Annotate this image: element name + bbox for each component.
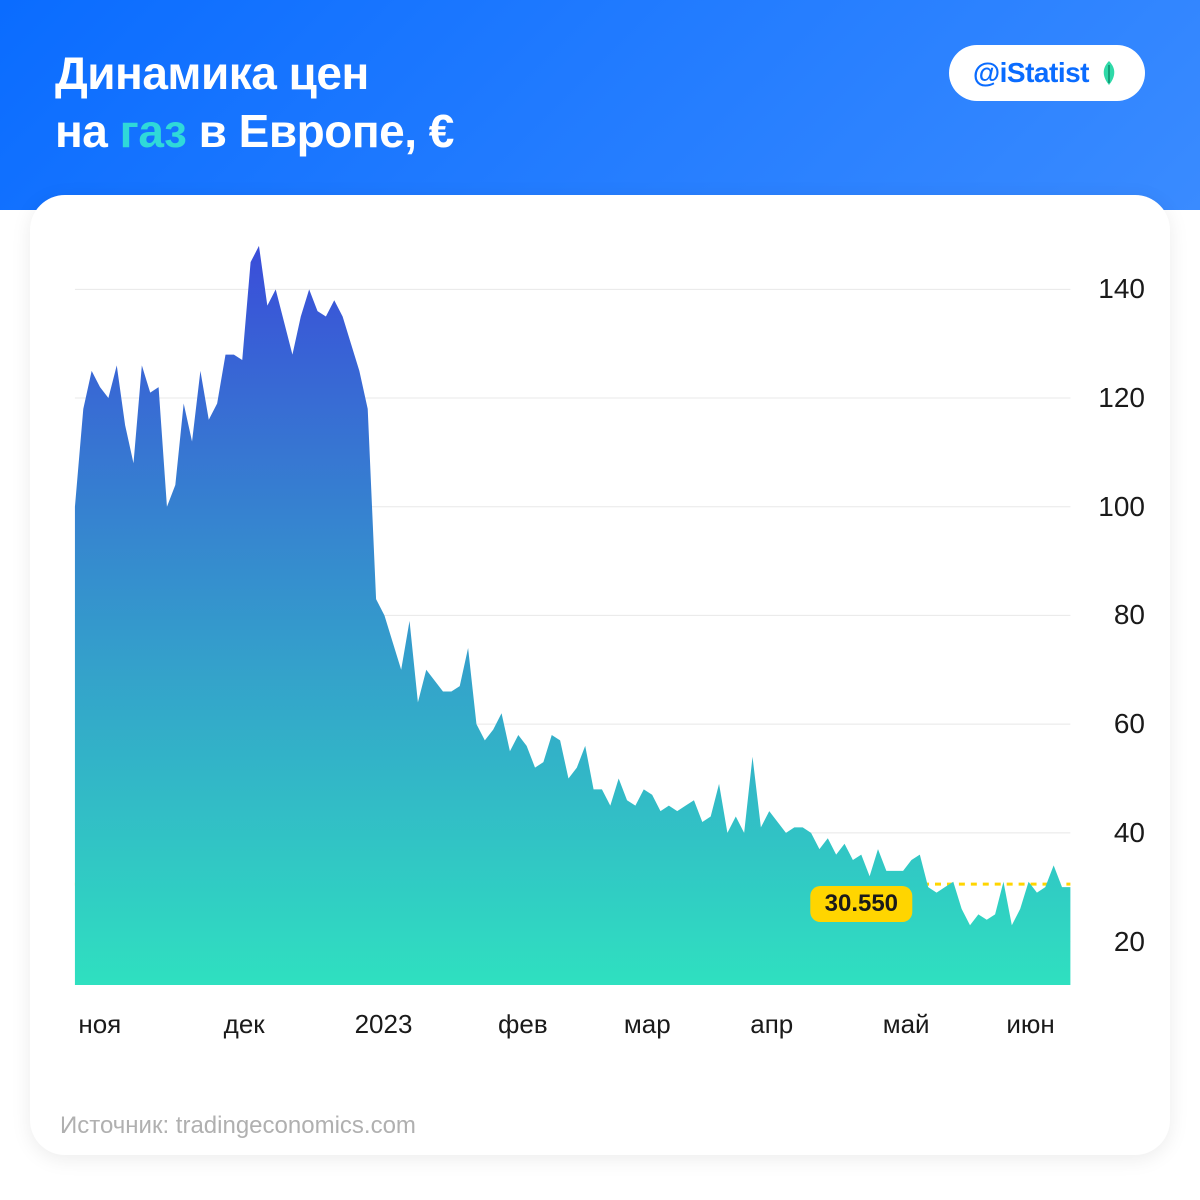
area-chart xyxy=(60,225,1155,1095)
y-axis-label: 60 xyxy=(1114,708,1145,740)
source-text: Источник: tradingeconomics.com xyxy=(60,1112,416,1140)
x-axis-label: ноя xyxy=(78,1009,121,1040)
chart-area: 20 40 60 80 100 120 140 ноя дек 2023 фев мар апр май… xyxy=(60,225,1155,1095)
brand-badge[interactable]: @iStatist xyxy=(949,45,1145,101)
x-axis-label: мар xyxy=(624,1009,671,1040)
y-axis-label: 40 xyxy=(1114,817,1145,849)
x-axis-label: июн xyxy=(1006,1009,1054,1040)
source-label: Источник: xyxy=(60,1112,176,1139)
title-line2-pre: на xyxy=(55,105,120,157)
y-axis-label: 80 xyxy=(1114,599,1145,631)
x-axis-label: 2023 xyxy=(355,1009,413,1040)
title-highlight: газ xyxy=(120,105,187,157)
x-axis-label: май xyxy=(883,1009,930,1040)
page-title: Динамика цен на газ в Европе, € xyxy=(55,45,454,160)
x-axis-label: дек xyxy=(224,1009,265,1040)
annotation-value: 30.550 xyxy=(825,890,898,917)
header: Динамика цен на газ в Европе, € @iStatis… xyxy=(0,0,1200,210)
badge-text: @iStatist xyxy=(973,57,1089,89)
y-axis-label: 120 xyxy=(1098,382,1145,414)
x-axis-label: фев xyxy=(498,1009,548,1040)
title-line1: Динамика цен xyxy=(55,47,369,99)
x-axis-label: апр xyxy=(750,1009,793,1040)
chart-card: 20 40 60 80 100 120 140 ноя дек 2023 фев мар апр май… xyxy=(30,195,1170,1155)
price-annotation: 30.550 xyxy=(811,886,912,922)
y-axis-label: 20 xyxy=(1114,926,1145,958)
y-axis-label: 140 xyxy=(1098,273,1145,305)
leaf-icon xyxy=(1097,59,1121,87)
y-axis-label: 100 xyxy=(1098,491,1145,523)
source-value: tradingeconomics.com xyxy=(176,1112,416,1139)
title-line2-post: в Европе, € xyxy=(186,105,454,157)
